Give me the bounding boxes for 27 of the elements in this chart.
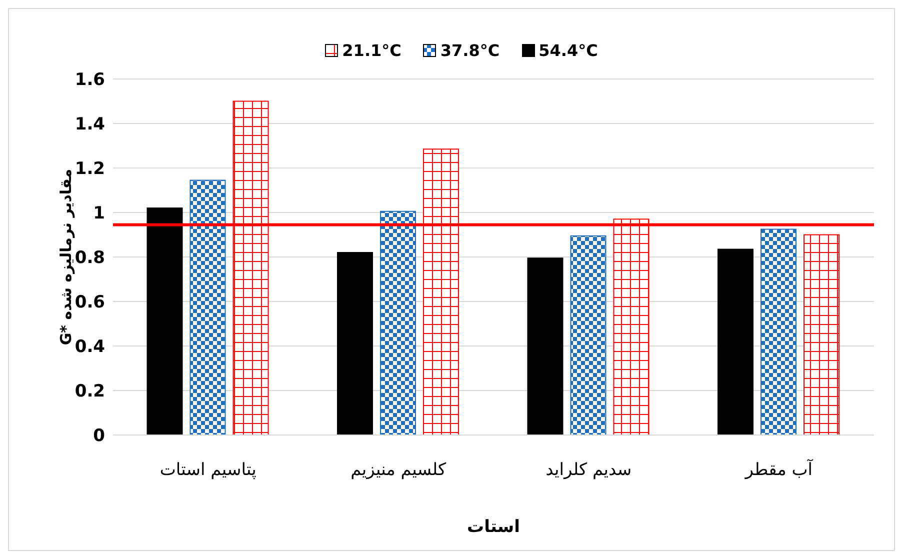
y-tick-label: 0.2	[74, 382, 105, 402]
y-tick-label: 0	[93, 426, 106, 446]
legend-label: 21.1°C	[342, 41, 402, 60]
bar	[527, 258, 564, 435]
x-tick-label: آب مقطر	[744, 459, 814, 480]
x-tick-label: کلسیم منیزیم	[350, 460, 448, 480]
y-tick-label: 1.4	[74, 114, 106, 135]
bar	[803, 234, 840, 435]
bar	[380, 210, 416, 435]
y-tick-label: 0.6	[74, 292, 105, 313]
legend-label: 37.8°C	[440, 41, 500, 60]
y-axis-title: G* مقادیر نرمالیزه شده	[57, 168, 75, 346]
bar	[190, 180, 226, 435]
bar	[146, 208, 183, 435]
x-axis-title: استات	[467, 517, 520, 537]
y-tick-label: 1.2	[74, 159, 105, 180]
bar	[717, 248, 754, 435]
legend-label: 54.4°C	[538, 41, 598, 60]
y-tick-label: 0.4	[74, 337, 106, 358]
y-tick-label: 1	[93, 204, 105, 224]
y-tick-label: 0.8	[74, 248, 105, 268]
bar	[760, 228, 796, 435]
y-tick-label: 1.6	[74, 70, 105, 90]
x-tick-label: پتاسیم استات	[160, 460, 257, 480]
bar	[570, 235, 606, 435]
x-tick-label: سدیم کلراید	[546, 460, 632, 480]
bar	[336, 252, 373, 435]
